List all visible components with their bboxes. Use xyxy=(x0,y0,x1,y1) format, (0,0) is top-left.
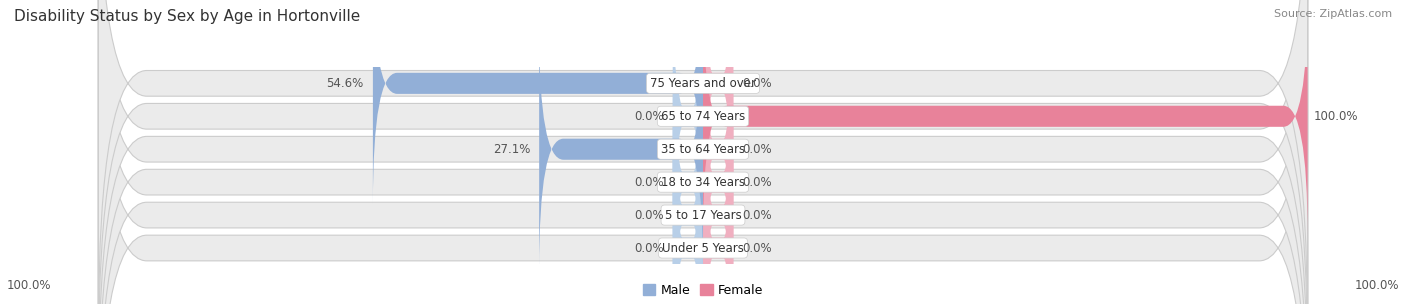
Text: 54.6%: 54.6% xyxy=(326,77,364,90)
Text: 0.0%: 0.0% xyxy=(634,209,664,222)
Text: 0.0%: 0.0% xyxy=(634,176,664,189)
FancyBboxPatch shape xyxy=(703,0,734,205)
Text: 35 to 64 Years: 35 to 64 Years xyxy=(661,143,745,156)
Text: 0.0%: 0.0% xyxy=(634,241,664,254)
FancyBboxPatch shape xyxy=(98,0,1308,304)
FancyBboxPatch shape xyxy=(672,0,703,237)
FancyBboxPatch shape xyxy=(703,0,1308,237)
Text: 18 to 34 Years: 18 to 34 Years xyxy=(661,176,745,189)
FancyBboxPatch shape xyxy=(98,0,1308,304)
Legend: Male, Female: Male, Female xyxy=(638,279,768,302)
Text: Source: ZipAtlas.com: Source: ZipAtlas.com xyxy=(1274,9,1392,19)
Text: 27.1%: 27.1% xyxy=(492,143,530,156)
FancyBboxPatch shape xyxy=(672,94,703,304)
FancyBboxPatch shape xyxy=(98,0,1308,304)
FancyBboxPatch shape xyxy=(98,0,1308,304)
Text: Under 5 Years: Under 5 Years xyxy=(662,241,744,254)
Text: 100.0%: 100.0% xyxy=(1354,279,1399,292)
Text: 0.0%: 0.0% xyxy=(742,241,772,254)
Text: 65 to 74 Years: 65 to 74 Years xyxy=(661,110,745,123)
Text: 100.0%: 100.0% xyxy=(1313,110,1358,123)
FancyBboxPatch shape xyxy=(703,28,734,271)
Text: 0.0%: 0.0% xyxy=(634,110,664,123)
Text: 75 Years and over: 75 Years and over xyxy=(650,77,756,90)
FancyBboxPatch shape xyxy=(672,127,703,304)
Text: 0.0%: 0.0% xyxy=(742,77,772,90)
FancyBboxPatch shape xyxy=(98,0,1308,304)
Text: 0.0%: 0.0% xyxy=(742,143,772,156)
FancyBboxPatch shape xyxy=(703,127,734,304)
Text: 0.0%: 0.0% xyxy=(742,176,772,189)
FancyBboxPatch shape xyxy=(98,0,1308,304)
Text: 0.0%: 0.0% xyxy=(742,209,772,222)
FancyBboxPatch shape xyxy=(703,94,734,304)
FancyBboxPatch shape xyxy=(672,61,703,303)
FancyBboxPatch shape xyxy=(373,0,703,205)
Text: 100.0%: 100.0% xyxy=(7,279,52,292)
FancyBboxPatch shape xyxy=(538,28,703,271)
Text: 5 to 17 Years: 5 to 17 Years xyxy=(665,209,741,222)
Text: Disability Status by Sex by Age in Hortonville: Disability Status by Sex by Age in Horto… xyxy=(14,9,360,24)
FancyBboxPatch shape xyxy=(703,61,734,303)
